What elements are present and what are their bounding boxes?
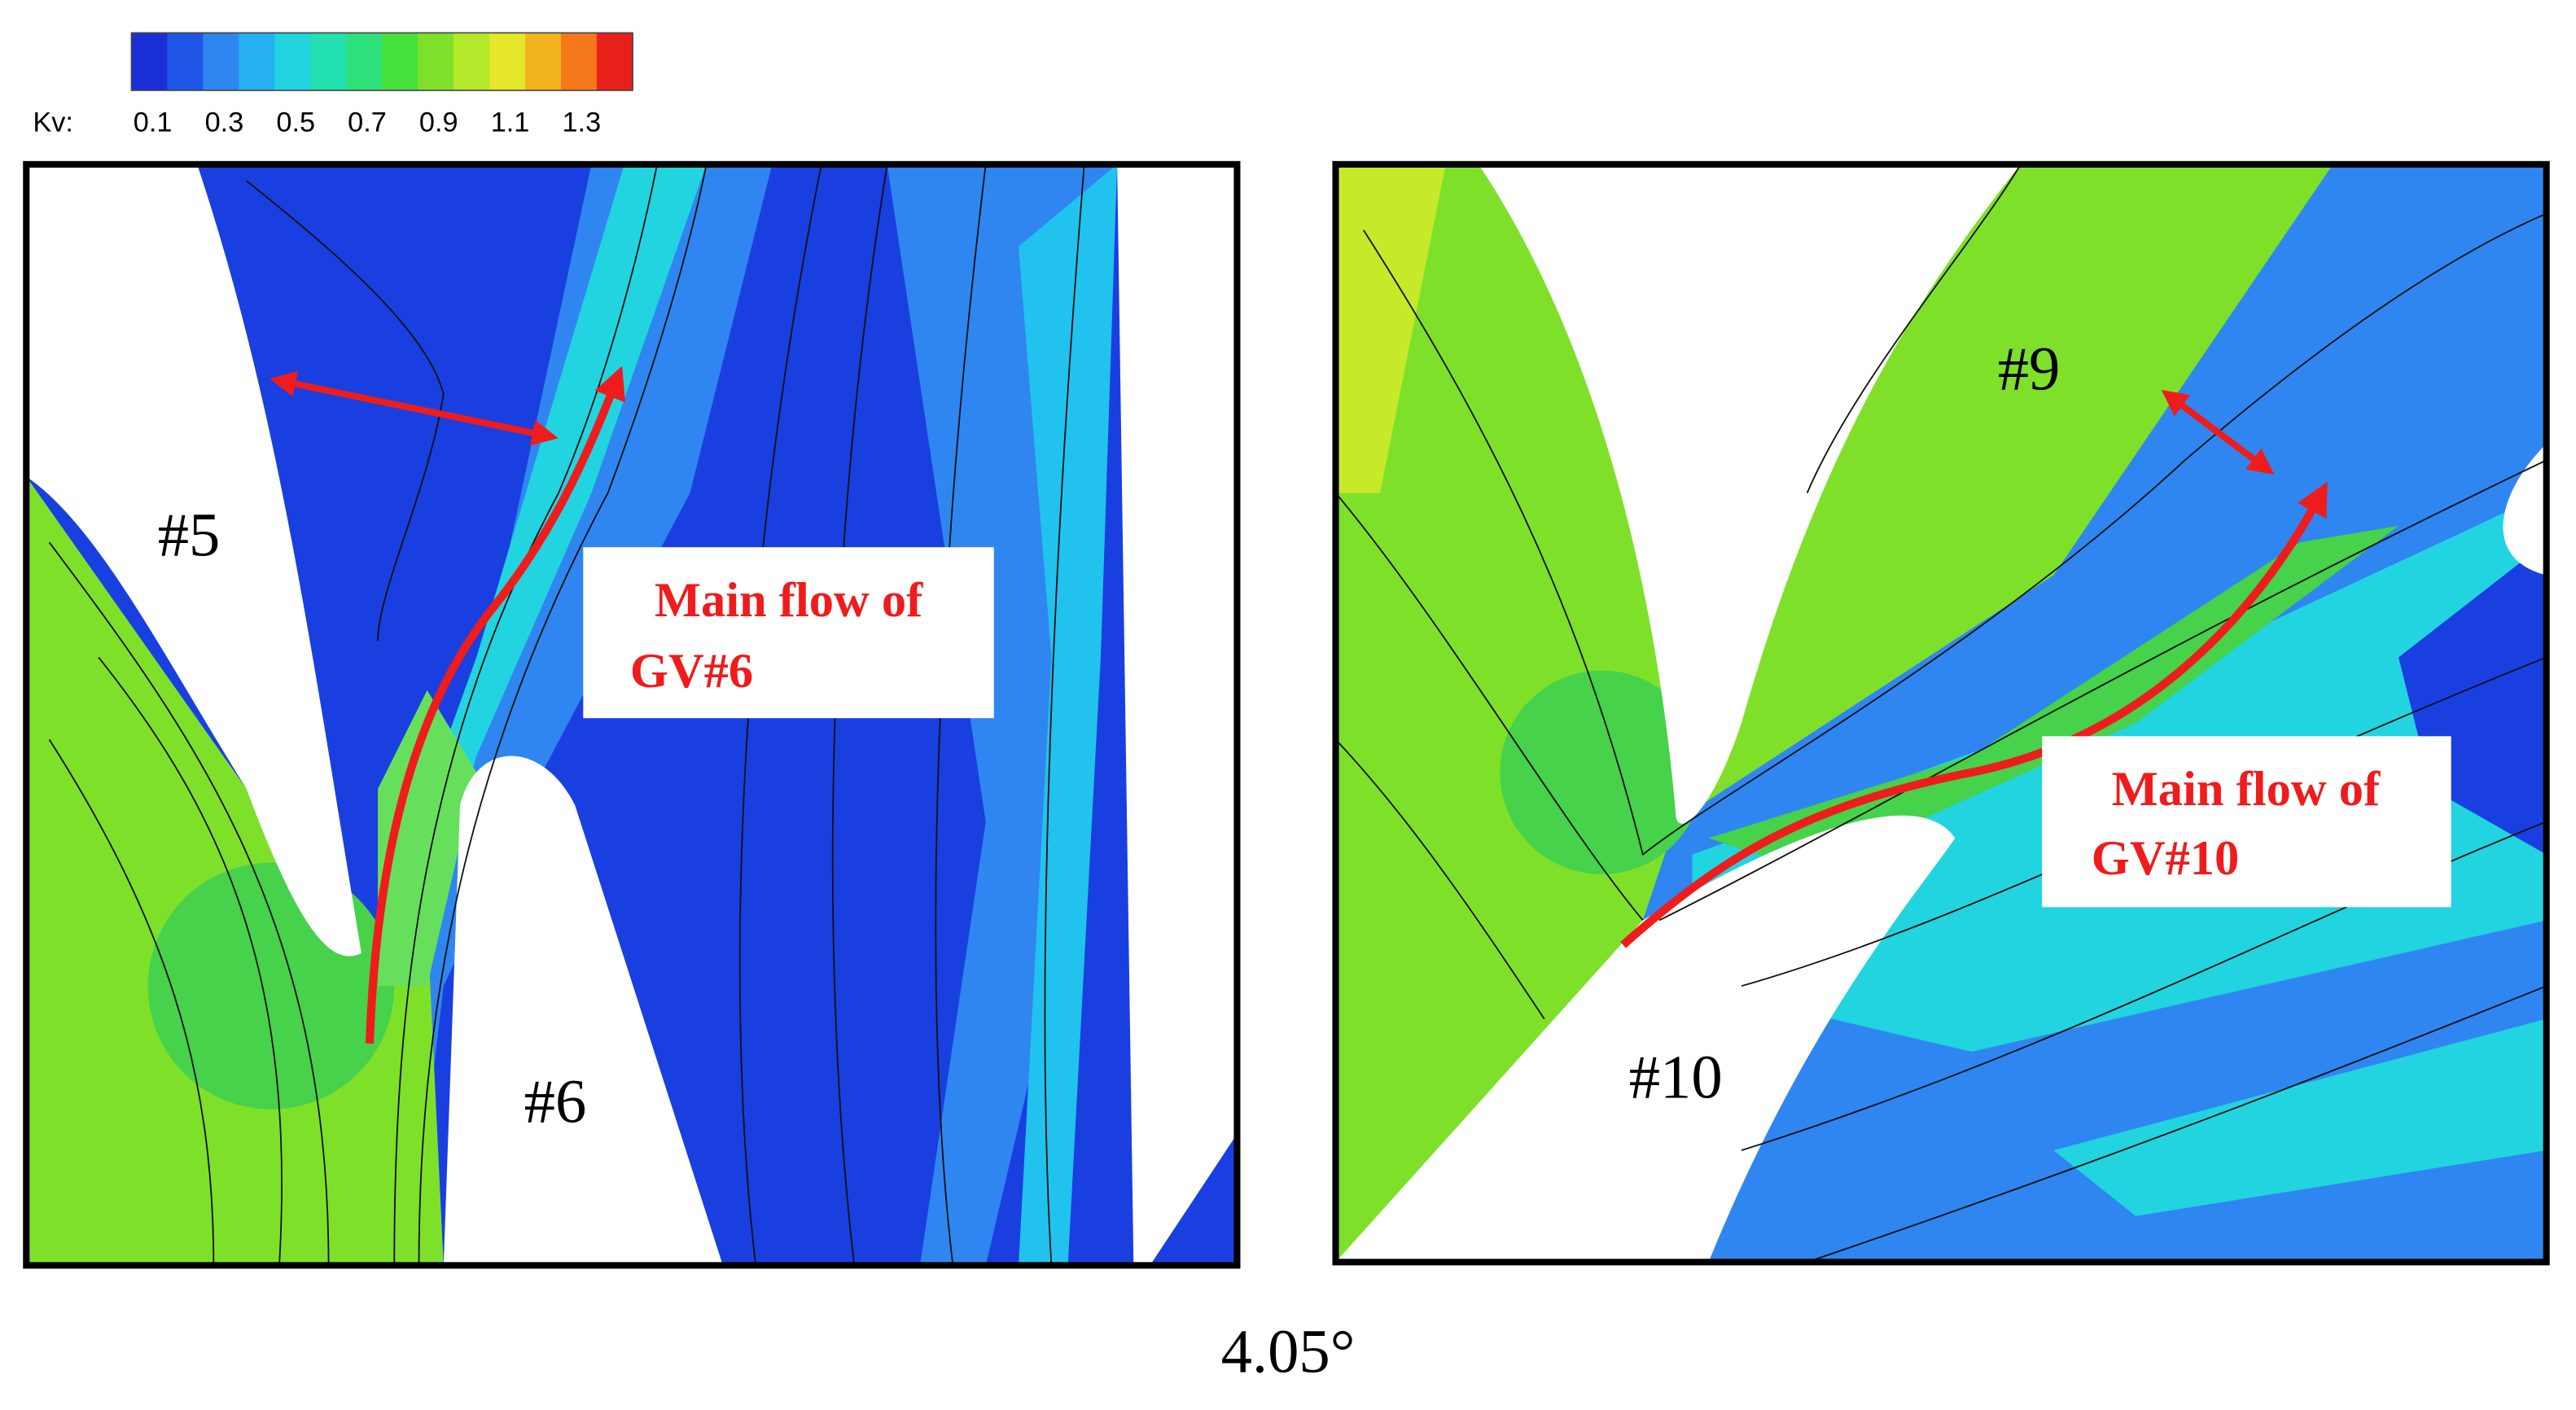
colorbar-swatch [167, 33, 204, 91]
colorbar-tick-label: 0.9 [419, 107, 458, 138]
colorbar-swatch [560, 33, 598, 91]
colorbar-swatch [131, 33, 169, 91]
right-panel-frame [1332, 160, 2550, 1266]
colorbar-swatch [524, 33, 562, 91]
annotation: GV#10 [2092, 831, 2240, 886]
colorbar-tick-label: 0.3 [205, 107, 244, 138]
colorbar-tick-label: 1.3 [562, 107, 601, 138]
left-panel-contour [26, 164, 1238, 1266]
blade-label: #6 [524, 1067, 587, 1136]
blade-label: #9 [1998, 334, 2061, 403]
flow-arrow [1620, 481, 2328, 948]
blade-label: #10 [1629, 1042, 1723, 1111]
width-arrow [269, 370, 559, 446]
colorbar-swatch [382, 33, 419, 91]
colorbar-swatch [203, 33, 240, 91]
colorbar-tick-label: 1.1 [491, 107, 530, 138]
annotation-box [583, 547, 994, 719]
annotation: Main flow of [2112, 762, 2381, 817]
annotation: GV#6 [630, 644, 753, 698]
colorbar-frame [130, 32, 633, 91]
colorbar-tick-label: 0.5 [276, 107, 315, 138]
right-panel-contour [1335, 164, 2547, 1263]
colorbar [130, 32, 633, 91]
width-arrow [2161, 389, 2275, 475]
flow-arrow [365, 366, 626, 1044]
annotation: Main flow of [655, 573, 923, 628]
left-panel-frame [23, 160, 1241, 1269]
colorbar-swatch [453, 33, 491, 91]
colorbar-swatch [489, 33, 527, 91]
colorbar-swatch [274, 33, 312, 91]
colorbar-swatch [596, 33, 633, 91]
colorbar-tick-label: 0.1 [134, 107, 173, 138]
colorbar-tick-label: 0.7 [348, 107, 387, 138]
blade-label: #5 [158, 500, 221, 569]
colorbar-label: Kv: [33, 107, 73, 138]
colorbar-swatch [239, 33, 276, 91]
colorbar-swatch [346, 33, 383, 91]
colorbar-swatch [310, 33, 348, 91]
annotation-box [2042, 736, 2451, 908]
caption: 4.05° [1221, 1317, 1356, 1386]
colorbar-swatch [418, 33, 455, 91]
